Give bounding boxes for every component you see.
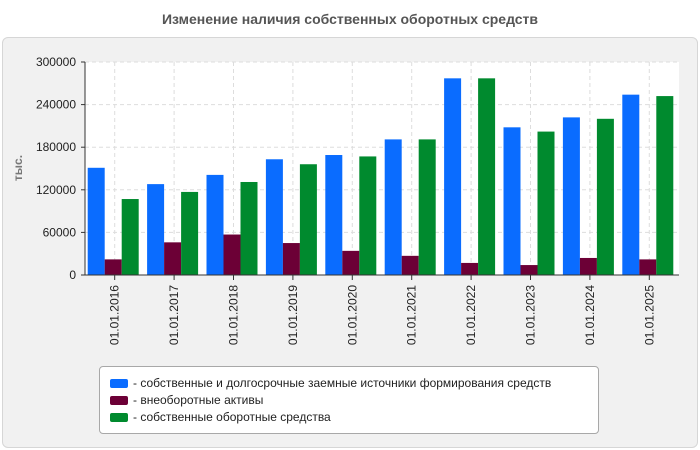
bar-sources	[206, 174, 224, 275]
bar-sources	[265, 159, 283, 275]
bar-working-capital	[418, 139, 436, 275]
x-tick-label: 01.01.2024	[583, 285, 597, 345]
bar-noncurrent-assets	[579, 257, 597, 275]
legend-label-working-capital: - собственные оборотные средства	[133, 410, 331, 424]
bar-noncurrent-assets	[104, 259, 122, 275]
bar-working-capital	[596, 118, 614, 275]
bar-sources	[622, 94, 640, 275]
bar-noncurrent-assets	[342, 250, 360, 275]
bar-sources	[147, 184, 165, 275]
x-tick-label: 01.01.2017	[167, 285, 181, 345]
bar-working-capital	[656, 96, 674, 275]
chart-title: Изменение наличия собственных оборотных …	[161, 11, 539, 27]
bar-working-capital	[240, 181, 258, 275]
bar-sources	[503, 127, 521, 275]
x-tick-label: 01.01.2023	[524, 285, 538, 345]
bar-noncurrent-assets	[520, 265, 538, 275]
legend-swatch-noncurrent-assets	[110, 395, 128, 405]
legend-label-noncurrent-assets: - внеоборотные активы	[133, 393, 264, 407]
y-tick-label: 60000	[43, 225, 77, 239]
bar-noncurrent-assets	[223, 234, 241, 275]
bar-working-capital	[537, 131, 555, 275]
bar-noncurrent-assets	[639, 259, 657, 275]
legend-item-working-capital: - собственные оборотные средства	[110, 409, 331, 425]
bar-working-capital	[181, 191, 199, 275]
bar-sources	[562, 117, 580, 275]
legend-item-noncurrent-assets: - внеоборотные активы	[110, 392, 263, 408]
legend-label-sources: - собственные и долгосрочные заемные ист…	[133, 376, 552, 390]
bar-noncurrent-assets	[401, 255, 419, 275]
x-tick-labels: 01.01.2016 01.01.2017 01.01.2018 01.01.2019…	[108, 285, 657, 345]
y-tick-label: 240000	[36, 98, 76, 112]
legend-swatch-working-capital	[110, 412, 128, 422]
x-tick-label: 01.01.2019	[286, 285, 300, 345]
bar-sources	[384, 139, 402, 275]
y-tick-label: 0	[69, 268, 76, 282]
axes	[84, 62, 679, 276]
bar-sources	[444, 78, 462, 275]
legend: - собственные и долгосрочные заемные ист…	[99, 366, 599, 434]
y-axis-label: тыс.	[11, 155, 25, 181]
bar-sources	[87, 167, 105, 275]
bar-noncurrent-assets	[282, 243, 300, 275]
y-tick-label: 300000	[36, 55, 76, 69]
y-tick-label: 180000	[36, 140, 76, 154]
bars	[87, 78, 674, 275]
x-tick-label: 01.01.2018	[227, 285, 241, 345]
bar-noncurrent-assets	[164, 242, 182, 275]
x-tick-label: 01.01.2021	[405, 285, 419, 345]
bar-working-capital	[359, 156, 377, 275]
x-tick-label: 01.01.2016	[108, 285, 122, 345]
legend-swatch-sources	[110, 378, 128, 388]
y-tick-label: 120000	[36, 183, 76, 197]
bar-sources	[325, 155, 343, 275]
x-tick-label: 01.01.2020	[345, 285, 359, 345]
legend-item-sources: - собственные и долгосрочные заемные ист…	[110, 375, 551, 391]
bar-working-capital	[478, 78, 496, 275]
y-tick-labels: 0 60000 120000 180000 240000 300000	[36, 55, 76, 282]
bar-noncurrent-assets	[461, 262, 479, 275]
bar-working-capital	[299, 164, 317, 275]
bar-working-capital	[121, 199, 139, 275]
x-tick-label: 01.01.2022	[464, 285, 478, 345]
x-tick-label: 01.01.2025	[642, 285, 656, 345]
